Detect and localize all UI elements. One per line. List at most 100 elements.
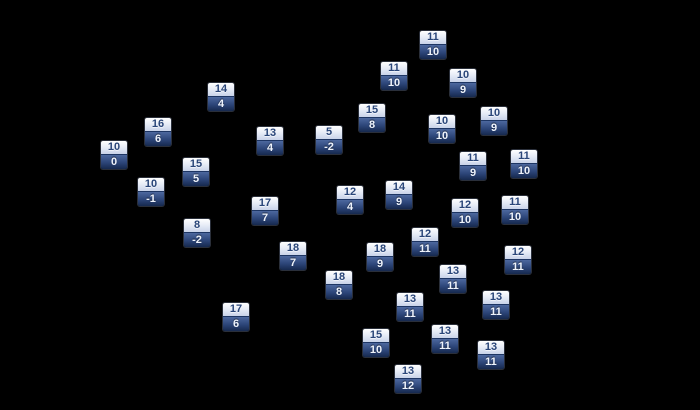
sign-bottom-value: 8 — [359, 117, 385, 132]
sign-top-value: 12 — [452, 199, 478, 212]
sign-top-value: 10 — [429, 115, 455, 128]
sign-bottom-value: 4 — [208, 96, 234, 111]
sign-bottom-value: 11 — [505, 259, 531, 274]
value-sign[interactable]: 12 4 — [337, 186, 363, 214]
value-sign[interactable]: 11 9 — [460, 152, 486, 180]
sign-bottom-value: 4 — [257, 140, 283, 155]
value-sign[interactable]: 14 9 — [386, 181, 412, 209]
sign-top-value: 13 — [397, 293, 423, 306]
value-sign[interactable]: 13 11 — [397, 293, 423, 321]
value-sign[interactable]: 5 -2 — [316, 126, 342, 154]
sign-top-value: 14 — [208, 83, 234, 96]
sign-bottom-value: 0 — [101, 154, 127, 169]
sign-top-value: 17 — [223, 303, 249, 316]
sign-top-value: 10 — [450, 69, 476, 82]
value-sign[interactable]: 18 8 — [326, 271, 352, 299]
sign-top-value: 11 — [381, 62, 407, 75]
sign-bottom-value: 10 — [363, 342, 389, 357]
sign-top-value: 18 — [326, 271, 352, 284]
sign-bottom-value: 10 — [429, 128, 455, 143]
sign-bottom-value: 5 — [183, 171, 209, 186]
sign-top-value: 16 — [145, 118, 171, 131]
value-sign[interactable]: 10 9 — [450, 69, 476, 97]
sign-bottom-value: 9 — [386, 194, 412, 209]
value-sign[interactable]: 18 9 — [367, 243, 393, 271]
sign-top-value: 11 — [502, 196, 528, 209]
value-sign[interactable]: 15 8 — [359, 104, 385, 132]
sign-top-value: 10 — [481, 107, 507, 120]
sign-top-value: 15 — [359, 104, 385, 117]
sign-bottom-value: 10 — [502, 209, 528, 224]
sign-top-value: 13 — [257, 127, 283, 140]
sign-bottom-value: 6 — [145, 131, 171, 146]
sign-top-value: 10 — [138, 178, 164, 191]
value-sign[interactable]: 13 11 — [483, 291, 509, 319]
value-sign[interactable]: 11 10 — [511, 150, 537, 178]
value-sign[interactable]: 12 11 — [412, 228, 438, 256]
sign-top-value: 12 — [505, 246, 531, 259]
sign-top-value: 13 — [483, 291, 509, 304]
sign-top-value: 14 — [386, 181, 412, 194]
value-sign[interactable]: 8 -2 — [184, 219, 210, 247]
sign-bottom-value: 9 — [481, 120, 507, 135]
sign-bottom-value: -2 — [316, 139, 342, 154]
value-sign[interactable]: 13 12 — [395, 365, 421, 393]
value-sign[interactable]: 11 10 — [381, 62, 407, 90]
value-sign[interactable]: 17 7 — [252, 197, 278, 225]
sign-top-value: 13 — [395, 365, 421, 378]
sign-bottom-value: 10 — [452, 212, 478, 227]
sign-bottom-value: 4 — [337, 199, 363, 214]
sign-bottom-value: 7 — [252, 210, 278, 225]
value-sign[interactable]: 13 4 — [257, 127, 283, 155]
sign-bottom-value: 9 — [367, 256, 393, 271]
sign-bottom-value: 10 — [511, 163, 537, 178]
value-sign[interactable]: 17 6 — [223, 303, 249, 331]
value-sign[interactable]: 16 6 — [145, 118, 171, 146]
value-sign[interactable]: 11 10 — [420, 31, 446, 59]
sign-top-value: 11 — [511, 150, 537, 163]
value-sign[interactable]: 11 10 — [502, 196, 528, 224]
sign-top-value: 13 — [440, 265, 466, 278]
value-sign[interactable]: 14 4 — [208, 83, 234, 111]
sign-bottom-value: 11 — [478, 354, 504, 369]
sign-bottom-value: 8 — [326, 284, 352, 299]
value-sign[interactable]: 12 11 — [505, 246, 531, 274]
sign-top-value: 13 — [478, 341, 504, 354]
sign-top-value: 18 — [280, 242, 306, 255]
sign-bottom-value: 11 — [397, 306, 423, 321]
sign-top-value: 15 — [363, 329, 389, 342]
sign-bottom-value: 12 — [395, 378, 421, 393]
sign-bottom-value: 7 — [280, 255, 306, 270]
sign-bottom-value: 10 — [420, 44, 446, 59]
value-sign[interactable]: 10 -1 — [138, 178, 164, 206]
sign-bottom-value: 10 — [381, 75, 407, 90]
sign-bottom-value: 11 — [483, 304, 509, 319]
sign-bottom-value: 11 — [412, 241, 438, 256]
sign-top-value: 13 — [432, 325, 458, 338]
value-sign[interactable]: 12 10 — [452, 199, 478, 227]
value-sign[interactable]: 10 10 — [429, 115, 455, 143]
sign-bottom-value: -2 — [184, 232, 210, 247]
sign-bottom-value: -1 — [138, 191, 164, 206]
sign-bottom-value: 9 — [450, 82, 476, 97]
value-sign[interactable]: 13 11 — [478, 341, 504, 369]
value-sign[interactable]: 15 5 — [183, 158, 209, 186]
sign-top-value: 8 — [184, 219, 210, 232]
sign-top-value: 10 — [101, 141, 127, 154]
value-sign[interactable]: 13 11 — [440, 265, 466, 293]
sign-bottom-value: 11 — [440, 278, 466, 293]
sign-top-value: 17 — [252, 197, 278, 210]
sign-top-value: 11 — [460, 152, 486, 165]
sign-top-value: 18 — [367, 243, 393, 256]
value-sign[interactable]: 18 7 — [280, 242, 306, 270]
sign-bottom-value: 9 — [460, 165, 486, 180]
sign-top-value: 11 — [420, 31, 446, 44]
value-sign[interactable]: 13 11 — [432, 325, 458, 353]
value-sign[interactable]: 15 10 — [363, 329, 389, 357]
sign-top-value: 5 — [316, 126, 342, 139]
sign-bottom-value: 11 — [432, 338, 458, 353]
value-sign[interactable]: 10 9 — [481, 107, 507, 135]
value-sign[interactable]: 10 0 — [101, 141, 127, 169]
sign-top-value: 12 — [412, 228, 438, 241]
